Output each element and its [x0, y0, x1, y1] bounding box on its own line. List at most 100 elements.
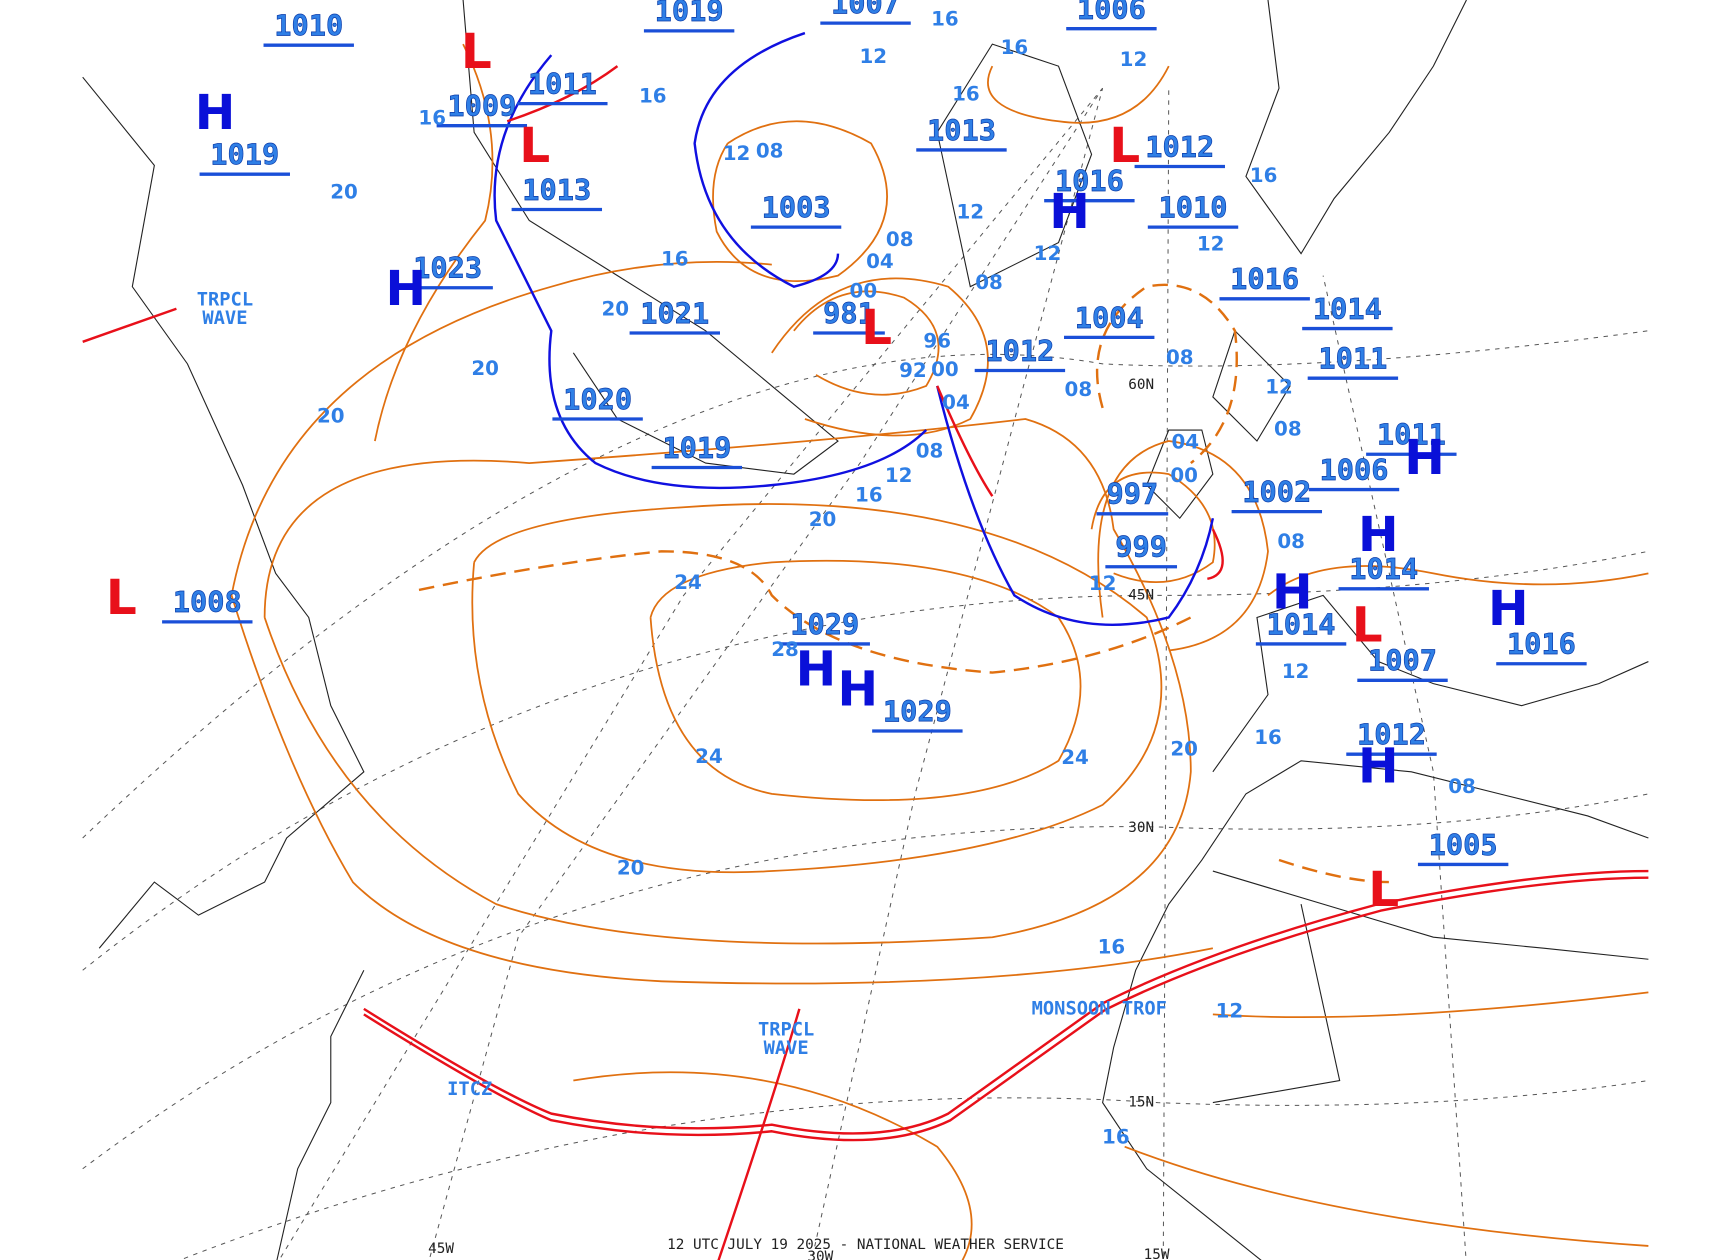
pressure-label: 1014	[1267, 607, 1336, 641]
footer: 12 UTC JULY 19 2025 - NATIONAL WEATHER S…	[667, 1237, 1064, 1253]
pressure-label: 1029	[790, 607, 859, 641]
pressure-center: H	[1272, 564, 1313, 620]
pressure-label: 1020	[563, 382, 632, 416]
pressure-center: H	[385, 261, 426, 317]
isobar-label: 16	[1102, 1125, 1130, 1148]
isobar-label: 16	[639, 85, 667, 108]
isobar-label: 04	[1171, 431, 1199, 454]
pressure-label: 1007	[1368, 644, 1437, 678]
isobar-label: 20	[617, 856, 645, 879]
pressure-label: 1005	[1429, 828, 1498, 862]
grid-label: 60N	[1128, 377, 1154, 393]
isobar-label: 04	[866, 250, 894, 273]
pressure-label: 1004	[1075, 301, 1144, 335]
isobar-label: 12	[1197, 232, 1225, 255]
isobar-label: 12	[885, 464, 913, 487]
isobar-label: 08	[916, 440, 944, 463]
isobar-label: 20	[601, 297, 629, 320]
pressure-label: 1016	[1507, 627, 1576, 661]
isobar-label: 12	[956, 200, 984, 223]
graticule	[82, 87, 1649, 1260]
isobar-label: 08	[1277, 530, 1305, 553]
isobar-label: 24	[695, 745, 723, 768]
pressure-center: L	[106, 570, 137, 626]
pressure-label: 1029	[883, 694, 952, 728]
grid-label: 45W	[428, 1241, 454, 1257]
pressure-center: L	[519, 118, 550, 174]
isobar-label: 12	[1282, 660, 1310, 683]
pressure-center: H	[1049, 184, 1090, 240]
isobar-label: 20	[330, 180, 358, 203]
isobar-label: 28	[771, 638, 799, 661]
isobar-label: 16	[931, 7, 959, 30]
pressure-label: 1010	[1159, 190, 1228, 224]
pressure-label: 1011	[1377, 418, 1446, 452]
isobar-label: 12	[859, 45, 887, 68]
isobar-label: 24	[1061, 746, 1089, 769]
pressure-label: 997	[1106, 477, 1158, 511]
isobar-label: 24	[674, 571, 702, 594]
isobar-label: 04	[942, 391, 970, 414]
pressure-center: L	[861, 300, 892, 356]
pressure-center: H	[1358, 739, 1399, 795]
pressure-label: 1014	[1349, 552, 1418, 586]
pressure-center: H	[796, 642, 837, 698]
isobar-label: 16	[1254, 726, 1282, 749]
pressure-label: 1019	[662, 431, 731, 465]
feature-label: WAVE	[202, 308, 247, 329]
pressure-label: 1012	[1357, 718, 1426, 752]
isobar-label: 12	[723, 142, 751, 165]
coastlines	[82, 0, 1649, 1260]
pressure-label: 1006	[1319, 453, 1388, 487]
isobar-label: 20	[809, 508, 837, 531]
pressure-center: L	[461, 24, 492, 80]
pressure-label: 1019	[655, 0, 724, 28]
isobar-label: 92	[899, 359, 927, 382]
pressure-label: 1016	[1230, 262, 1299, 296]
feature-label: TRPCL	[197, 289, 253, 310]
pressure-label: 1021	[640, 296, 709, 330]
isobar-label: 08	[1448, 775, 1476, 798]
pressure-label: 999	[1115, 530, 1167, 564]
isobar-label: 20	[471, 357, 499, 380]
isobar-label: 00	[850, 280, 878, 303]
pressure-center: H	[1404, 430, 1445, 486]
pressure-label: 1002	[1242, 475, 1311, 509]
pressure-label: 1012	[1145, 130, 1214, 164]
pressure-label: 1009	[447, 89, 516, 123]
isobar-label: 08	[1065, 378, 1093, 401]
isobar-label: 12	[1265, 376, 1293, 399]
isobar-label: 08	[975, 271, 1003, 294]
isobar-label: 16	[855, 484, 883, 507]
pressure-label: 1012	[985, 334, 1054, 368]
feature-label: MONSOON TROF	[1032, 998, 1167, 1019]
grid-label: 30N	[1128, 820, 1154, 836]
pressure-label: 1016	[1055, 164, 1124, 198]
pressure-center: H	[195, 85, 236, 141]
isobar-label: 12	[1120, 48, 1148, 71]
isobar-label: 08	[886, 228, 914, 251]
pressure-label: 1023	[413, 251, 482, 285]
isobar-label: 08	[756, 140, 784, 163]
isobar-label: 16	[1001, 36, 1029, 59]
pressure-label: 1013	[927, 113, 996, 147]
isobar-label: 12	[1216, 1000, 1244, 1023]
pressure-label: 1006	[1077, 0, 1146, 26]
isobar-label: 16	[1098, 936, 1126, 959]
pressure-label: 1003	[762, 190, 831, 224]
isobar-label: 08	[1166, 346, 1194, 369]
isobar-label: 96	[923, 329, 951, 352]
isobar-label: 16	[952, 82, 980, 105]
pressure-label: 1010	[274, 9, 343, 43]
grid-label: 15N	[1128, 1095, 1154, 1111]
pressure-label: 1007	[831, 0, 900, 21]
isobar-label: 20	[1170, 737, 1198, 760]
feature-label: WAVE	[764, 1038, 809, 1059]
grid-label: 15W	[1144, 1247, 1170, 1260]
pressure-label: 1008	[173, 585, 242, 619]
isobar-label: 20	[317, 404, 345, 427]
map-frame	[82, 0, 1649, 1260]
